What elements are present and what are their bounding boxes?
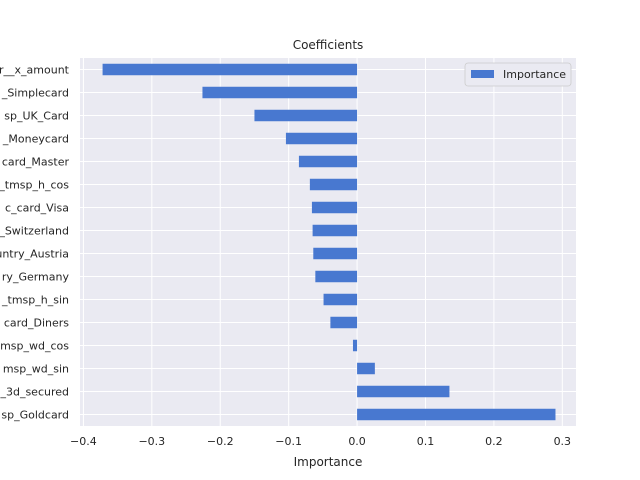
bar-card-diners xyxy=(330,316,358,329)
x-tick-label: −0.2 xyxy=(207,435,234,448)
bar-untry-austria xyxy=(313,247,358,260)
y-tick-label: _Switzerland xyxy=(0,225,69,238)
y-tick-label: _3d_secured xyxy=(0,386,69,399)
bar-moneycard xyxy=(285,132,358,145)
y-tick-label: untry_Austria xyxy=(0,248,69,261)
y-tick-label: card_Master xyxy=(2,156,70,169)
bar-simplecard xyxy=(202,86,358,99)
legend-label: Importance xyxy=(503,68,566,81)
bars xyxy=(102,63,556,421)
y-tick-label: c_card_Visa xyxy=(5,202,69,215)
y-tick-label: sp_UK_Card xyxy=(4,110,69,123)
bar-sp-uk-card xyxy=(254,109,358,122)
y-tick-label: _tmsp_h_cos xyxy=(0,179,69,192)
x-tick-labels: −0.4 −0.3 −0.2 −0.1 0.0 0.1 0.2 0.3 xyxy=(70,435,571,448)
bar-c-card-visa xyxy=(311,201,358,214)
y-tick-labels: r__x_amount _Simplecard sp_UK_Card _Moneyca… xyxy=(0,64,70,422)
x-tick-label: −0.3 xyxy=(138,435,165,448)
legend: Importance xyxy=(464,62,572,87)
x-axis-label: Importance xyxy=(294,455,363,469)
bar-card-master xyxy=(298,155,358,168)
y-tick-label: msp_wd_sin xyxy=(3,363,69,376)
legend-box xyxy=(464,62,572,87)
y-tick-label: sp_Goldcard xyxy=(1,409,69,422)
chart-title: Coefficients xyxy=(293,38,364,52)
x-tick-label: −0.4 xyxy=(70,435,97,448)
y-tick-label: r__x_amount xyxy=(0,64,70,77)
y-tick-label: _tmsp_h_sin xyxy=(1,294,69,307)
x-tick-label: 0.2 xyxy=(485,435,503,448)
bar-msp-wd-sin xyxy=(357,362,375,375)
y-tick-label: ry_Germany xyxy=(2,271,70,284)
x-tick-label: −0.1 xyxy=(275,435,302,448)
y-tick-label: _Moneycard xyxy=(2,133,69,146)
x-tick-label: 0.3 xyxy=(554,435,572,448)
bar-ry-germany xyxy=(315,270,358,283)
bar-3d-secured xyxy=(357,385,450,398)
y-tick-label: msp_wd_cos xyxy=(0,340,69,353)
y-tick-label: card_Diners xyxy=(4,317,69,330)
bar-r-x-amount xyxy=(102,63,358,76)
x-tick-label: 0.1 xyxy=(417,435,435,448)
bar-tmsp-h-sin xyxy=(323,293,358,306)
bar-msp-wd-cos xyxy=(352,339,358,352)
bar-sp-goldcard xyxy=(357,408,556,421)
y-tick-label: _Simplecard xyxy=(1,87,69,100)
legend-swatch xyxy=(471,70,494,78)
bar-switzerland xyxy=(312,224,358,237)
x-tick-label: 0.0 xyxy=(348,435,366,448)
bar-tmsp-h-cos xyxy=(309,178,358,191)
